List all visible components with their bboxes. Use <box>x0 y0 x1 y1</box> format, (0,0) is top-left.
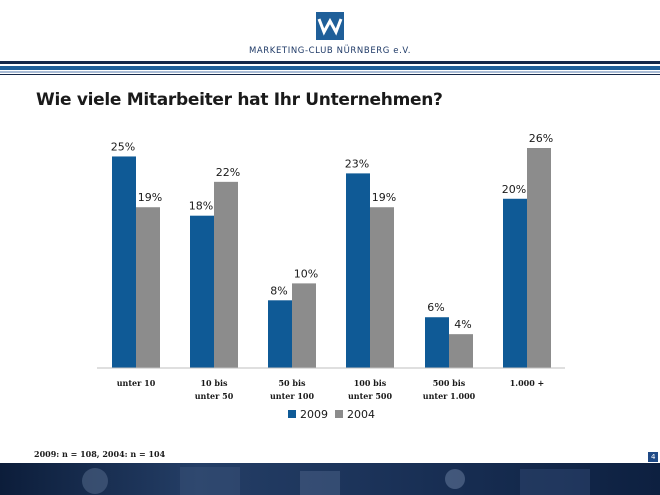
bar-2004-3 <box>370 207 394 368</box>
bar-2004-2 <box>292 283 316 368</box>
value-label-2004-1: 22% <box>216 166 240 179</box>
legend-swatch-2009 <box>288 410 296 418</box>
slide-title: Wie viele Mitarbeiter hat Ihr Unternehme… <box>36 90 443 110</box>
chart-value-labels: 25% 19% 18% 22% 8% 10% 23% 19% 6% 4% 20% 26% <box>111 132 553 331</box>
value-label-2009-2: 8% <box>270 284 287 297</box>
value-label-2009-5: 20% <box>502 183 526 196</box>
bar-2009-0 <box>112 156 136 368</box>
category-label-0-0: unter 10 <box>117 378 156 388</box>
bar-2004-5 <box>527 148 551 368</box>
category-label-3-1: unter 500 <box>348 391 393 401</box>
value-label-2004-3: 19% <box>372 191 396 204</box>
category-label-5-0: 1.000 + <box>510 378 545 388</box>
org-name: MARKETING-CLUB NÜRNBERG e.V. <box>248 46 412 56</box>
category-label-1-1: unter 50 <box>195 391 234 401</box>
value-label-2004-5: 26% <box>529 132 553 145</box>
header-stripes <box>0 60 660 76</box>
bar-2009-4 <box>425 317 449 368</box>
category-label-4-1: unter 1.000 <box>423 391 476 401</box>
bar-2009-5 <box>503 198 527 368</box>
legend-swatch-2004 <box>335 410 343 418</box>
bar-chart: 25% 19% 18% 22% 8% 10% 23% 19% 6% 4% 20% 26% unter … <box>97 132 565 421</box>
value-label-2009-1: 18% <box>189 200 213 213</box>
category-label-2-0: 50 bis <box>278 378 306 388</box>
sample-size-footnote: 2009: n = 108, 2004: n = 104 <box>34 449 166 459</box>
value-label-2004-4: 4% <box>454 318 471 331</box>
legend-label-2004: 2004 <box>347 408 375 421</box>
bar-2009-3 <box>346 173 370 368</box>
marketing-club-logo-icon <box>316 12 344 40</box>
value-label-2004-2: 10% <box>294 267 318 280</box>
slide-header: MARKETING-CLUB NÜRNBERG e.V. <box>0 0 660 80</box>
bar-2004-1 <box>214 181 238 368</box>
chart-legend: 2009 2004 <box>288 408 375 421</box>
category-label-2-1: unter 100 <box>270 391 315 401</box>
category-label-3-0: 100 bis <box>354 378 387 388</box>
value-label-2009-3: 23% <box>345 157 369 170</box>
bar-2009-1 <box>190 215 214 368</box>
value-label-2009-4: 6% <box>427 301 444 314</box>
legend-label-2009: 2009 <box>300 408 328 421</box>
bar-2009-2 <box>268 300 292 368</box>
category-label-4-0: 500 bis <box>433 378 466 388</box>
page-number: 4 <box>648 452 659 462</box>
chart-bars <box>112 148 551 368</box>
value-label-2009-0: 25% <box>111 140 135 153</box>
bar-2004-0 <box>136 207 160 368</box>
category-label-1-0: 10 bis <box>200 378 228 388</box>
footer-photo-band <box>0 463 660 495</box>
value-label-2004-0: 19% <box>138 191 162 204</box>
chart-category-labels: unter 10 10 bis unter 50 50 bis unter 100 100… <box>117 378 545 401</box>
bar-2004-4 <box>449 334 473 368</box>
